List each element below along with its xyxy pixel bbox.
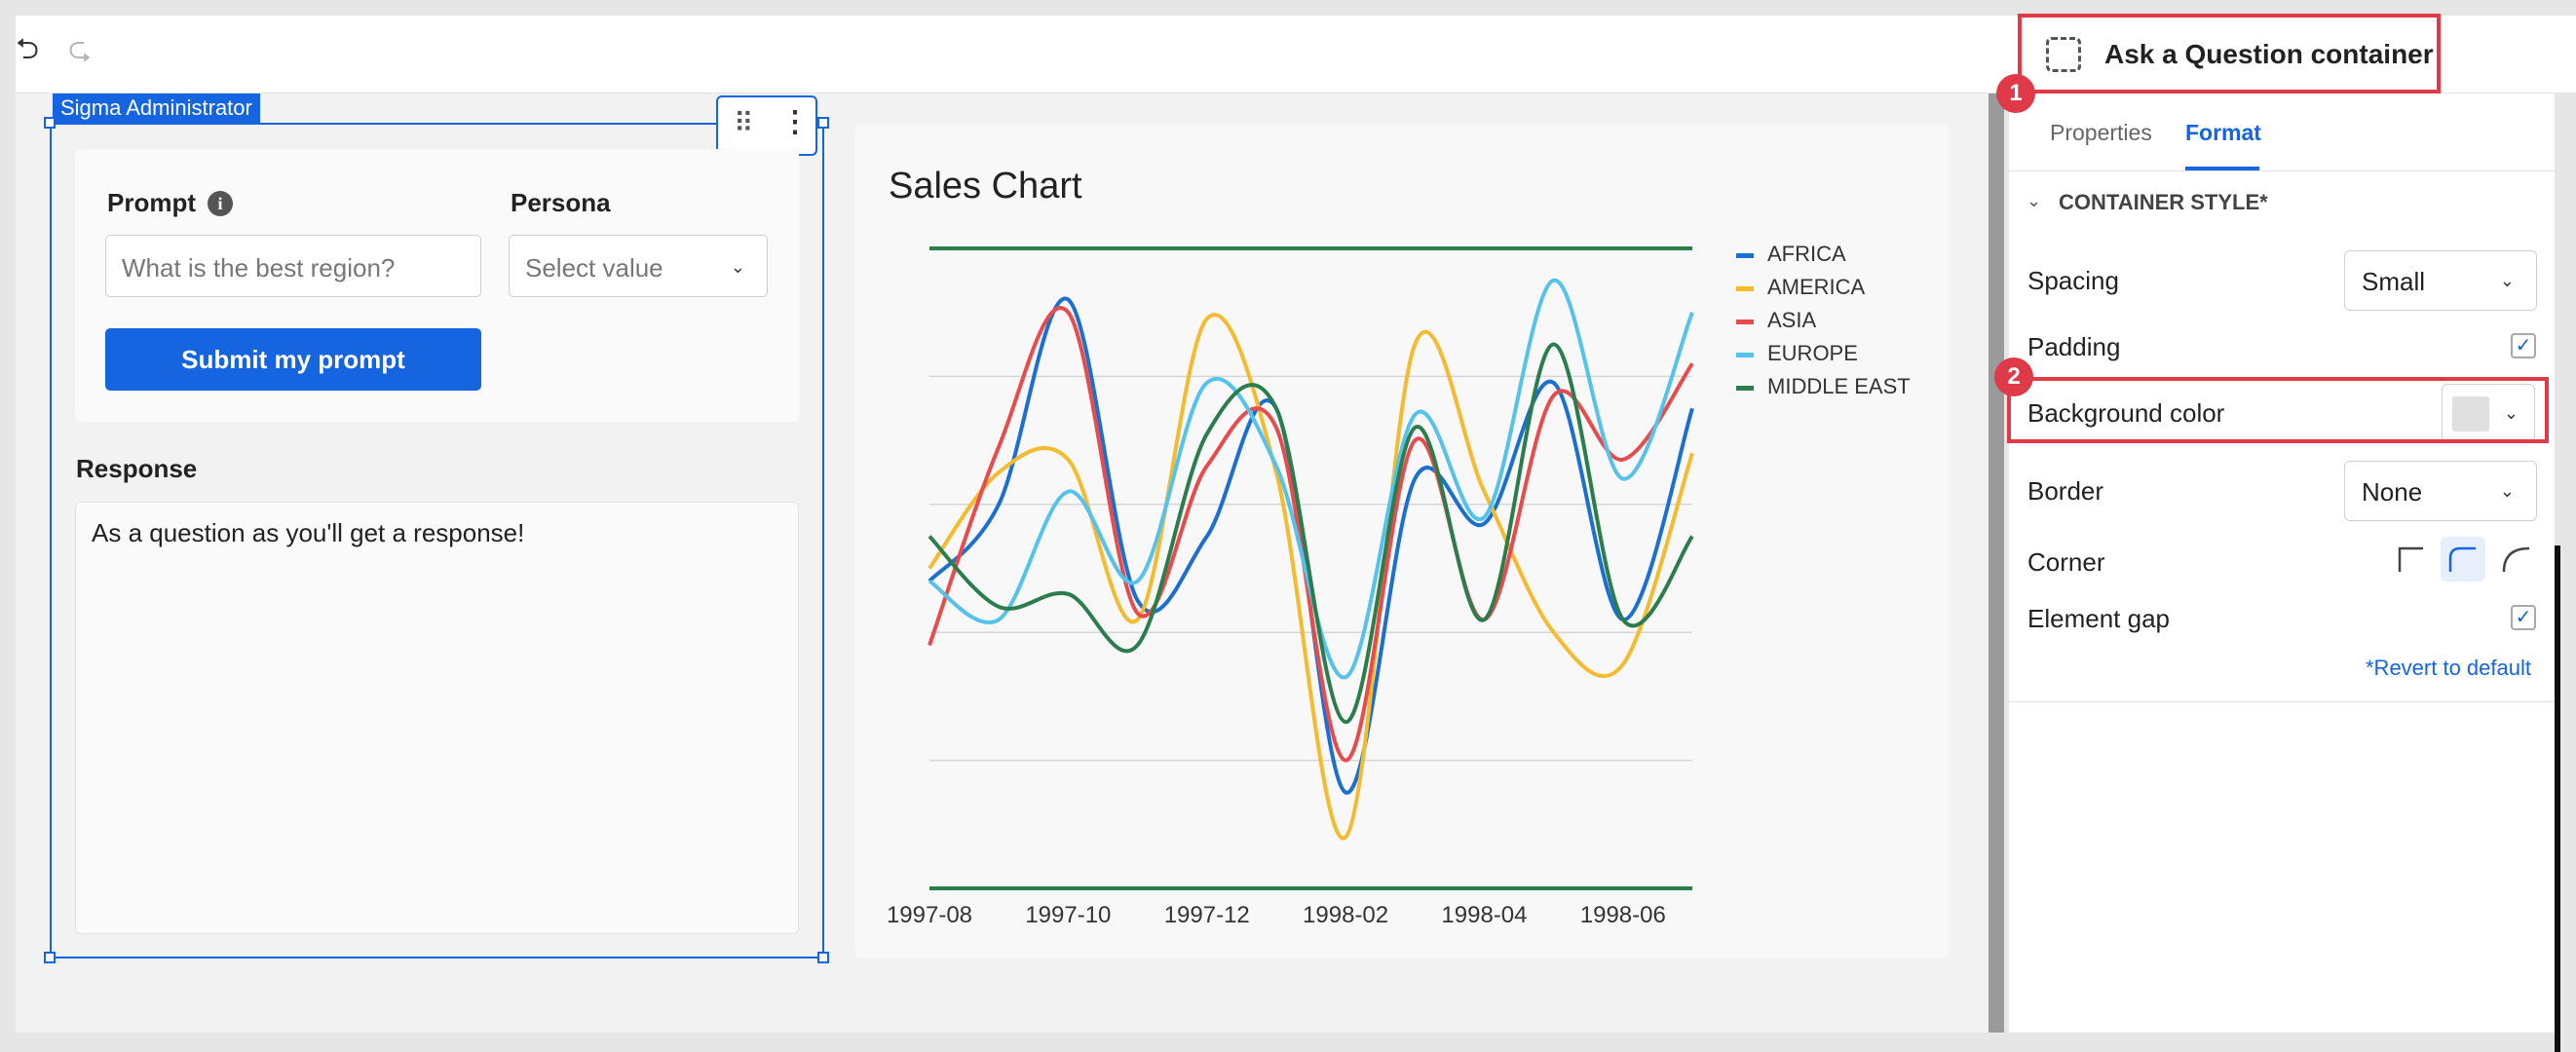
- chevron-down-icon: ⌄: [2499, 481, 2515, 501]
- persona-label: Persona: [511, 188, 611, 217]
- chevron-down-icon: ⌄: [730, 257, 745, 277]
- drag-handle-icon[interactable]: ⠿: [734, 108, 753, 138]
- chevron-down-icon: ⌄: [2499, 271, 2515, 290]
- legend-item[interactable]: ASIA: [1736, 308, 1911, 341]
- series-line-asia[interactable]: [928, 306, 1694, 763]
- section-divider: [2009, 701, 2555, 702]
- revert-to-default-link[interactable]: *Revert to default: [2366, 656, 2531, 680]
- x-tick-label: 1997-08: [887, 902, 972, 928]
- spacing-label: Spacing: [2027, 266, 2119, 295]
- collapse-chevron-icon[interactable]: ⌄: [2027, 191, 2042, 210]
- section-title[interactable]: CONTAINER STYLE*: [2059, 190, 2268, 214]
- prompt-input[interactable]: What is the best region?: [105, 235, 481, 297]
- x-tick-label: 1997-12: [1164, 902, 1250, 928]
- sales-line-chart: 1997-08 1997-10 1997-12 1998-02 1998-04 1998-…: [887, 246, 1694, 928]
- legend-swatch: [1736, 385, 1754, 391]
- legend-label: EUROPE: [1767, 341, 1858, 365]
- legend-label: ASIA: [1767, 308, 1817, 332]
- spacing-select[interactable]: Small ⌄: [2344, 250, 2537, 311]
- resize-handle-br[interactable]: [817, 952, 829, 963]
- ask-question-container[interactable]: [50, 123, 824, 958]
- legend-label: MIDDLE EAST: [1767, 374, 1911, 398]
- submit-prompt-button[interactable]: Submit my prompt: [105, 328, 481, 391]
- legend-item[interactable]: AFRICA: [1736, 242, 1911, 275]
- undo-icon[interactable]: ⮌: [16, 33, 40, 65]
- resize-handle-bl[interactable]: [44, 952, 56, 963]
- canvas-scrollbar[interactable]: [1989, 94, 2004, 1033]
- legend-swatch: [1736, 352, 1754, 357]
- response-box: As a question as you'll get a response!: [75, 502, 799, 934]
- series-line-europe[interactable]: [928, 278, 1694, 680]
- series-line-africa[interactable]: [928, 296, 1694, 795]
- legend-item[interactable]: AMERICA: [1736, 275, 1911, 308]
- chart-title: Sales Chart: [889, 166, 1082, 207]
- response-label: Response: [76, 454, 198, 483]
- series-line-middle-east[interactable]: [928, 342, 1694, 725]
- border-select[interactable]: None ⌄: [2344, 461, 2537, 521]
- x-tick-label: 1997-10: [1025, 902, 1111, 928]
- resize-handle-tr[interactable]: [817, 117, 829, 129]
- background-color-picker[interactable]: ⌄: [2442, 384, 2535, 442]
- x-tick-label: 1998-02: [1303, 902, 1388, 928]
- x-tick-label: 1998-06: [1580, 902, 1666, 928]
- more-options-icon[interactable]: ⋮: [780, 106, 810, 138]
- annotation-badge-2: 2: [1994, 357, 2033, 396]
- top-toolbar: [16, 16, 2576, 94]
- padding-checkbox[interactable]: ✓: [2511, 333, 2536, 358]
- container-owner-label: Sigma Administrator: [53, 94, 260, 123]
- highlight-frame-2: [2007, 377, 2549, 443]
- legend-swatch: [1736, 252, 1754, 258]
- resize-handle-tl[interactable]: [44, 117, 56, 129]
- round-corner-icon[interactable]: [2494, 537, 2539, 582]
- border-label: Border: [2027, 476, 2104, 506]
- square-corner-icon[interactable]: [2390, 537, 2435, 582]
- info-icon[interactable]: i: [208, 191, 233, 216]
- check-icon: ✓: [2515, 607, 2532, 628]
- chart-legend: AFRICA AMERICA ASIA EUROPE MIDDLE EAST: [1736, 242, 1911, 407]
- container-toolbar: ⠿ ⋮: [716, 95, 817, 156]
- window-edge: [2555, 545, 2560, 1052]
- tab-format[interactable]: Format: [2185, 120, 2261, 145]
- x-tick-label: 1998-04: [1441, 902, 1527, 928]
- annotation-badge-1: 1: [1996, 74, 2035, 113]
- tabs-divider: [2009, 170, 2555, 171]
- persona-select[interactable]: Select value ⌄: [509, 235, 768, 297]
- redo-icon[interactable]: ⮎: [68, 33, 93, 65]
- check-icon: ✓: [2515, 335, 2532, 357]
- legend-swatch: [1736, 285, 1754, 291]
- active-tab-indicator: [2185, 167, 2259, 170]
- padding-label: Padding: [2027, 332, 2121, 361]
- response-text: As a question as you'll get a response!: [92, 518, 525, 547]
- color-swatch: [2452, 396, 2489, 432]
- border-value: None: [2362, 477, 2423, 507]
- element-gap-label: Element gap: [2027, 604, 2170, 633]
- rounded-corner-icon[interactable]: [2441, 537, 2485, 582]
- legend-label: AFRICA: [1767, 242, 1846, 266]
- container-icon: [2046, 37, 2081, 72]
- legend-swatch: [1736, 319, 1754, 324]
- background-color-label: Background color: [2027, 398, 2225, 428]
- legend-item[interactable]: MIDDLE EAST: [1736, 374, 1911, 407]
- panel-title: Ask a Question container: [2104, 39, 2434, 69]
- tab-properties[interactable]: Properties: [2050, 120, 2152, 145]
- legend-item[interactable]: EUROPE: [1736, 341, 1911, 374]
- element-gap-checkbox[interactable]: ✓: [2511, 605, 2536, 630]
- spacing-value: Small: [2362, 267, 2426, 296]
- highlight-frame-1: [2018, 14, 2441, 94]
- chevron-down-icon: ⌄: [2503, 403, 2519, 423]
- persona-select-value: Select value: [525, 253, 663, 282]
- corner-label: Corner: [2027, 547, 2105, 577]
- legend-label: AMERICA: [1767, 275, 1866, 299]
- prompt-label: Prompt: [107, 188, 196, 217]
